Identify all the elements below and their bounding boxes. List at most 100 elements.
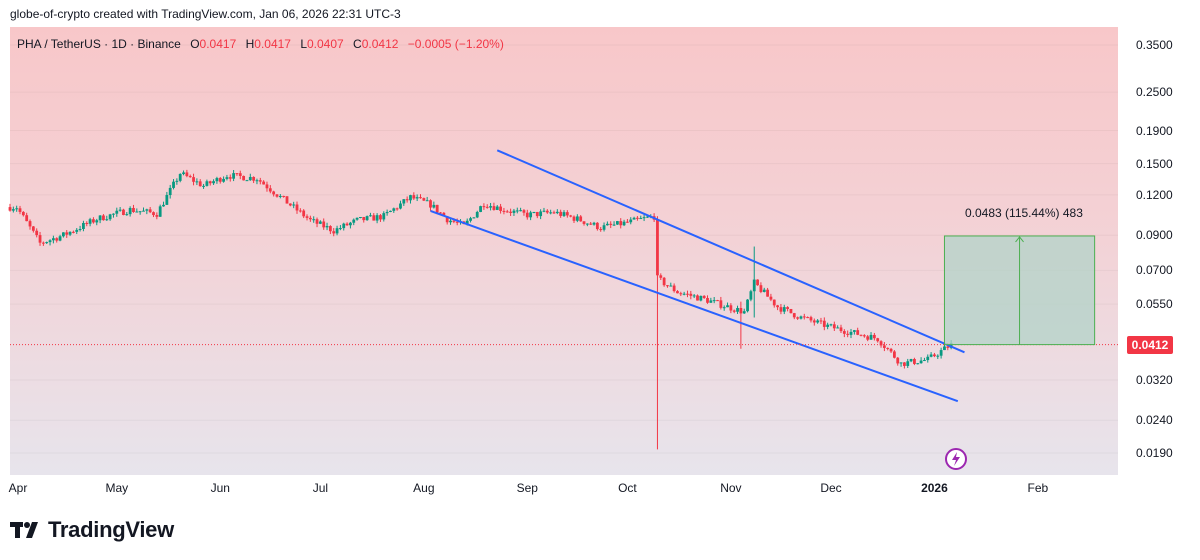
candle-body [238, 173, 242, 176]
candle-body [943, 346, 946, 351]
time-tick-label: Dec [820, 481, 842, 495]
candle-body [188, 176, 192, 178]
candle-body [499, 206, 502, 211]
candle-body [145, 209, 149, 211]
candle-body [766, 289, 769, 297]
price-axis[interactable] [1118, 27, 1200, 497]
candle-body [836, 327, 840, 329]
candle-body [545, 210, 549, 213]
candle-body [75, 229, 79, 232]
candle-body [746, 299, 749, 312]
candle-body [676, 291, 679, 294]
candle-body [809, 317, 813, 321]
candle-body [849, 331, 853, 335]
price-tick-label: 0.0900 [1136, 228, 1173, 243]
candle-body [275, 194, 279, 197]
candle-body [756, 279, 759, 286]
candle-body [679, 293, 683, 295]
price-tick-label: 0.0700 [1136, 263, 1173, 278]
candle-body [832, 324, 836, 329]
symbol-label: PHA / TetherUS · 1D · Binance [17, 37, 181, 51]
candle-body [699, 295, 703, 301]
candle-body [802, 316, 806, 318]
candle-body [92, 219, 95, 223]
candle-body [185, 172, 189, 177]
lightning-icon[interactable] [945, 448, 967, 470]
candle-body [889, 348, 893, 352]
candle-body [58, 236, 62, 241]
time-tick-label: May [105, 481, 129, 495]
candle-body [582, 221, 586, 224]
candle-body [55, 238, 59, 241]
candle-body [272, 191, 276, 195]
price-tick-label: 0.0550 [1136, 297, 1173, 312]
candle-body [519, 210, 523, 212]
candle-body [85, 222, 89, 224]
last-price-tag: 0.0412 [1127, 335, 1173, 354]
candle-body [405, 199, 409, 201]
candle-body [589, 223, 593, 225]
time-tick-label: Jun [210, 481, 230, 495]
candle-body [505, 211, 509, 213]
candle-body [61, 232, 65, 237]
close-key: C [353, 37, 362, 51]
candle-body [449, 220, 452, 223]
candle-body [379, 215, 382, 220]
candle-body [349, 222, 352, 226]
candle-body [152, 212, 155, 216]
candle-body [392, 208, 396, 211]
candle-body [882, 345, 886, 348]
candle-body [792, 313, 796, 318]
time-tick-label: Oct [618, 481, 637, 495]
candle-body [218, 178, 222, 182]
candle-body [102, 215, 105, 221]
candle-body [542, 210, 546, 212]
candle-body [903, 362, 906, 366]
candle-body [866, 336, 870, 340]
candle-body [632, 217, 636, 220]
candle-body [605, 223, 609, 226]
candle-body [913, 359, 916, 364]
candle-body [178, 174, 182, 181]
candle-body [369, 215, 372, 217]
candle-body [916, 363, 920, 365]
candle-body [495, 206, 499, 210]
candle-body [208, 181, 212, 184]
candle-body [35, 230, 39, 236]
candle-body [706, 297, 709, 303]
time-tick-label: Jul [312, 481, 329, 495]
candle-body [82, 222, 85, 229]
candle-body [148, 209, 152, 213]
candle-body [258, 180, 262, 182]
channel-lower-line [430, 210, 959, 403]
candle-body [712, 300, 716, 302]
candle-body [749, 291, 753, 300]
tradingview-logo[interactable]: TradingView [10, 516, 174, 544]
chart-plot-area[interactable] [10, 27, 1118, 497]
candle-body [158, 206, 162, 217]
candle-body [285, 196, 289, 204]
candle-body [782, 307, 786, 312]
candle-body [886, 347, 890, 349]
candle-body [352, 219, 356, 223]
candle-body [659, 275, 663, 278]
candle-body [335, 228, 339, 234]
candle-body [639, 218, 643, 220]
candle-body [475, 211, 479, 218]
tradingview-logo-icon [10, 519, 44, 541]
time-axis[interactable] [10, 475, 1118, 497]
candle-body [559, 211, 563, 216]
candle-body [949, 342, 953, 348]
candle-body [876, 338, 880, 342]
candle-body [869, 334, 873, 340]
candle-body [115, 210, 119, 214]
candle-body [549, 212, 553, 214]
candle-body [819, 320, 823, 322]
candle-body [672, 285, 676, 292]
candle-body [599, 229, 603, 231]
candle-body [308, 217, 312, 220]
candle-body [452, 220, 456, 222]
candle-body [372, 215, 376, 221]
candle-body [492, 206, 496, 210]
candle-body [68, 231, 72, 235]
